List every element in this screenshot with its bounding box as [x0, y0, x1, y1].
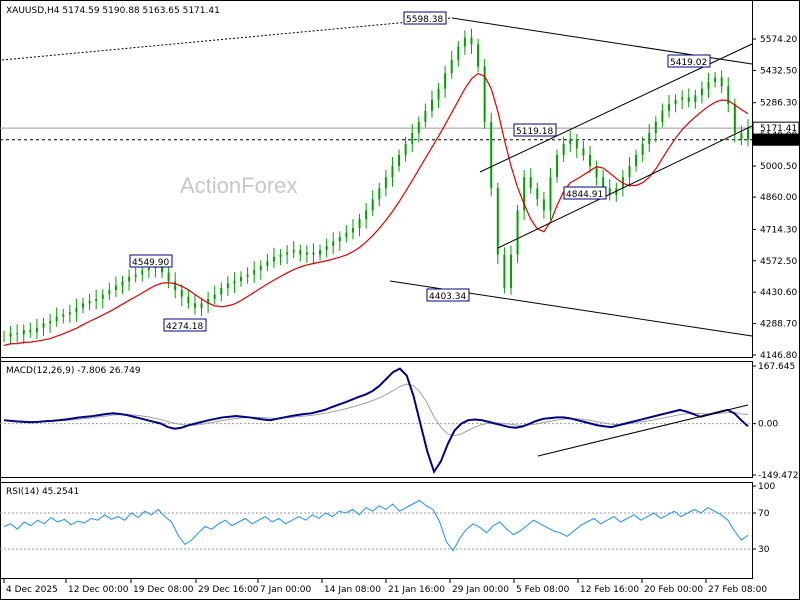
watermark: ActionForex: [180, 173, 297, 198]
marked-level-label: 5119.18: [760, 136, 797, 146]
time-tick-label: 5 Feb 08:00: [516, 585, 570, 595]
time-axis: 4 Dec 2025 12 Dec 00:00 19 Dec 08:00 29 Dec…: [3, 579, 767, 595]
price-annotation-label: 4403.34: [429, 292, 466, 302]
time-tick-label: 27 Feb 08:00: [708, 585, 767, 595]
symbol-info: XAUUSD,H4 5174.59 5190.88 5163.65 5171.4…: [6, 6, 220, 16]
time-tick-label: 4 Dec 2025: [6, 585, 58, 595]
price-annotation-label: 4274.18: [166, 322, 203, 332]
price-axis: 5574.20 5432.50 5286.30 5140.00 5000.50 4860.…: [752, 35, 797, 361]
rsi-line: [3, 499, 749, 552]
price-tick-label: 4860.00: [760, 193, 797, 203]
resistance-dotted-line: [1, 17, 453, 61]
macd-tick-label: 167.645: [758, 362, 795, 372]
time-tick-label: 19 Dec 08:00: [133, 585, 194, 595]
rsi-tick-label: 70: [758, 509, 770, 519]
price-annotation-box: [563, 186, 607, 200]
moving-average-line: [3, 72, 749, 347]
macd-line: [3, 367, 749, 475]
price-tick-label: 5140.00: [760, 131, 797, 141]
time-tick-label: 14 Jan 08:00: [324, 585, 381, 595]
price-annotation-box: [426, 288, 470, 302]
price-annotation-box: [163, 318, 207, 332]
time-tick-label: 12 Dec 00:00: [68, 585, 129, 595]
price-tick-label: 5574.20: [760, 35, 797, 45]
price-tick-label: 5286.30: [760, 99, 797, 109]
time-tick-label: 20 Feb 00:00: [644, 585, 703, 595]
macd-tick-label: -149.472: [758, 471, 798, 481]
rsi-series: [0, 499, 752, 552]
price-annotation-label: 5598.38: [406, 15, 443, 25]
price-tick-label: 5432.50: [760, 66, 797, 76]
price-grid: 5171.41 5119.18: [0, 17, 800, 146]
rsi-tick-label: 30: [758, 545, 770, 555]
current-price-label: 5171.41: [760, 124, 797, 134]
price-panel-frame: [0, 0, 753, 358]
macd-trendline: [537, 404, 749, 457]
price-annotations: 5598.38 5419.02 5119.18 4844.91 4549.90 4274.…: [129, 11, 711, 332]
macd-series: [0, 367, 752, 475]
price-annotation-box: [403, 11, 447, 25]
price-tick-label: 4288.70: [760, 320, 797, 330]
rsi-tick-label: 100: [758, 482, 775, 492]
time-tick-label: 12 Feb 16:00: [580, 585, 639, 595]
macd-axis: 167.645 0.00 -149.472: [752, 362, 798, 481]
marked-level-tag: [753, 133, 799, 146]
time-tick-label: 21 Jan 16:00: [388, 585, 445, 595]
time-tick-label: 7 Jan 00:00: [260, 585, 312, 595]
rsi-axis: 100 70 30: [752, 482, 775, 555]
price-tick-label: 4146.80: [760, 351, 797, 361]
rsi-panel-frame: [0, 482, 753, 579]
price-tick-label: 4572.50: [760, 257, 797, 267]
price-annotation-box: [667, 54, 711, 68]
price-annotation-box: [129, 254, 173, 268]
price-annotation-box: [513, 123, 557, 137]
price-tick-label: 5000.50: [760, 162, 797, 172]
price-tick-label: 4430.60: [760, 288, 797, 298]
rsi-title: RSI(14) 45.2541: [6, 487, 79, 497]
price-tick-label: 4714.30: [760, 225, 797, 235]
price-annotation-label: 5119.18: [516, 127, 553, 137]
macd-tick-label: 0.00: [758, 420, 778, 430]
time-tick-label: 29 Dec 16:00: [198, 585, 259, 595]
price-annotation-label: 4549.90: [132, 258, 169, 268]
macd-panel-frame: [0, 361, 753, 478]
time-tick-label: 29 Jan 00:00: [452, 585, 509, 595]
price-annotation-label: 5419.02: [670, 58, 707, 68]
price-annotation-label: 4844.91: [566, 190, 603, 200]
macd-title: MACD(12,26,9) -7.806 26.749: [6, 366, 141, 376]
channel-lower-line: [497, 125, 753, 249]
